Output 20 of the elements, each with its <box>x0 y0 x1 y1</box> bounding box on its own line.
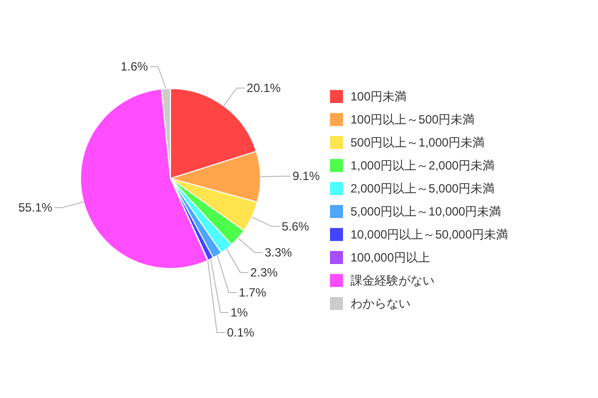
legend-label: 100円以上～500円未満 <box>350 112 475 126</box>
data-label: 20.1% <box>246 81 282 96</box>
data-label: 9.1% <box>292 169 320 184</box>
data-label: 0.1% <box>226 325 255 340</box>
legend-label: 100,000円以上 <box>350 250 430 264</box>
legend-label: 500円以上～1,000円未満 <box>350 136 485 150</box>
data-label: 5.6% <box>282 219 310 234</box>
data-label: 3.3% <box>264 245 292 260</box>
data-label: 1% <box>230 305 248 320</box>
legend-label: 課金経験がない <box>350 274 434 288</box>
legend-label: 10,000円以上～50,000円未満 <box>350 228 508 242</box>
legend-label: 1,000円以上～2,000円未満 <box>350 158 495 172</box>
legend-label: わからない <box>350 296 410 310</box>
data-label: 2.3% <box>250 265 278 280</box>
data-label: 1.6% <box>120 60 148 74</box>
data-label: 55.1% <box>18 200 53 215</box>
data-label: 1.7% <box>238 285 266 300</box>
legend-label: 2,000円以上～5,000円未満 <box>350 182 495 196</box>
legend-label: 100円未満 <box>350 90 407 104</box>
legend-label: 5,000円以上～10,000円未満 <box>350 204 502 218</box>
